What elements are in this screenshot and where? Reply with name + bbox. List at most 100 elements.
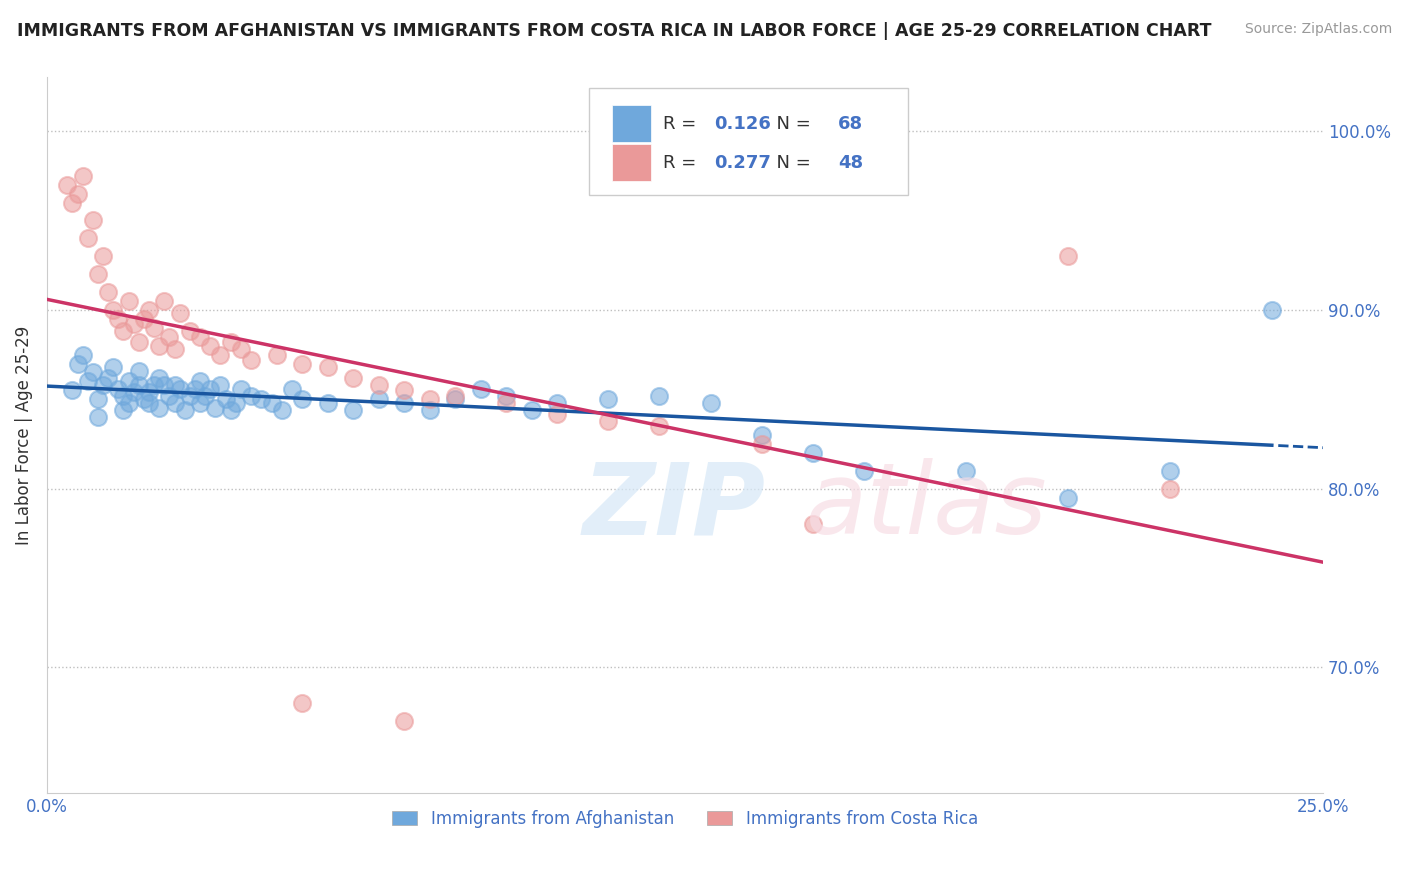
- Point: [117, 375, 139, 389]
- Point: [291, 696, 314, 710]
- Text: IMMIGRANTS FROM AFGHANISTAN VS IMMIGRANTS FROM COSTA RICA IN LABOR FORCE | AGE 2: IMMIGRANTS FROM AFGHANISTAN VS IMMIGRANT…: [17, 22, 1212, 40]
- Point: [266, 348, 288, 362]
- Text: ZIP: ZIP: [583, 458, 766, 555]
- Point: [188, 329, 211, 343]
- Point: [598, 392, 620, 407]
- Point: [87, 410, 110, 425]
- Point: [62, 195, 84, 210]
- Point: [117, 396, 139, 410]
- Point: [76, 375, 98, 389]
- Point: [1057, 491, 1080, 505]
- Point: [852, 464, 875, 478]
- Point: [132, 392, 155, 407]
- Bar: [612, 144, 651, 181]
- Point: [157, 329, 180, 343]
- Point: [72, 348, 94, 362]
- Point: [143, 320, 166, 334]
- Point: [342, 403, 364, 417]
- Point: [1057, 249, 1080, 263]
- Point: [163, 396, 186, 410]
- Point: [495, 389, 517, 403]
- Point: [751, 437, 773, 451]
- Point: [82, 366, 104, 380]
- Point: [648, 389, 671, 403]
- Point: [801, 517, 824, 532]
- Point: [56, 178, 79, 192]
- Point: [91, 249, 114, 263]
- Point: [419, 392, 441, 407]
- Text: 0.277: 0.277: [714, 154, 772, 172]
- Point: [229, 382, 252, 396]
- Point: [188, 375, 211, 389]
- Point: [148, 338, 170, 352]
- Point: [200, 382, 222, 396]
- Point: [153, 378, 176, 392]
- Point: [179, 324, 201, 338]
- Point: [367, 378, 389, 392]
- Point: [316, 360, 339, 375]
- Point: [62, 384, 84, 398]
- Point: [107, 311, 129, 326]
- Text: Source: ZipAtlas.com: Source: ZipAtlas.com: [1244, 22, 1392, 37]
- Text: R =: R =: [664, 115, 703, 133]
- Point: [419, 403, 441, 417]
- Point: [394, 714, 416, 728]
- Point: [87, 392, 110, 407]
- Point: [751, 428, 773, 442]
- Point: [76, 231, 98, 245]
- Point: [1159, 464, 1181, 478]
- Point: [225, 396, 247, 410]
- Point: [209, 348, 232, 362]
- Point: [1261, 302, 1284, 317]
- Point: [107, 382, 129, 396]
- Point: [184, 382, 207, 396]
- Point: [112, 403, 135, 417]
- Y-axis label: In Labor Force | Age 25-29: In Labor Force | Age 25-29: [15, 326, 32, 545]
- Point: [240, 389, 263, 403]
- Point: [179, 389, 201, 403]
- Point: [250, 392, 273, 407]
- Text: 0.126: 0.126: [714, 115, 772, 133]
- Text: 68: 68: [838, 115, 863, 133]
- Point: [82, 213, 104, 227]
- Point: [91, 378, 114, 392]
- Point: [1159, 482, 1181, 496]
- Point: [188, 396, 211, 410]
- Point: [169, 306, 191, 320]
- Point: [194, 389, 217, 403]
- Point: [157, 389, 180, 403]
- Point: [260, 396, 283, 410]
- Text: N =: N =: [765, 154, 817, 172]
- Point: [103, 302, 125, 317]
- Point: [470, 382, 492, 396]
- Point: [169, 382, 191, 396]
- Point: [132, 311, 155, 326]
- Point: [598, 414, 620, 428]
- Point: [444, 389, 467, 403]
- Point: [148, 371, 170, 385]
- Point: [163, 378, 186, 392]
- Point: [240, 353, 263, 368]
- Bar: [612, 104, 651, 142]
- Point: [87, 267, 110, 281]
- Point: [291, 357, 314, 371]
- Point: [200, 338, 222, 352]
- Point: [316, 396, 339, 410]
- Point: [394, 384, 416, 398]
- Point: [229, 343, 252, 357]
- Point: [66, 186, 89, 201]
- Point: [394, 396, 416, 410]
- Point: [153, 293, 176, 308]
- Point: [103, 360, 125, 375]
- Point: [117, 293, 139, 308]
- Legend: Immigrants from Afghanistan, Immigrants from Costa Rica: Immigrants from Afghanistan, Immigrants …: [385, 803, 984, 834]
- Point: [173, 403, 195, 417]
- Point: [148, 401, 170, 416]
- Point: [281, 382, 304, 396]
- Point: [128, 334, 150, 349]
- Point: [97, 371, 120, 385]
- Text: atlas: atlas: [806, 458, 1047, 555]
- Point: [204, 401, 226, 416]
- Point: [495, 396, 517, 410]
- Text: R =: R =: [664, 154, 703, 172]
